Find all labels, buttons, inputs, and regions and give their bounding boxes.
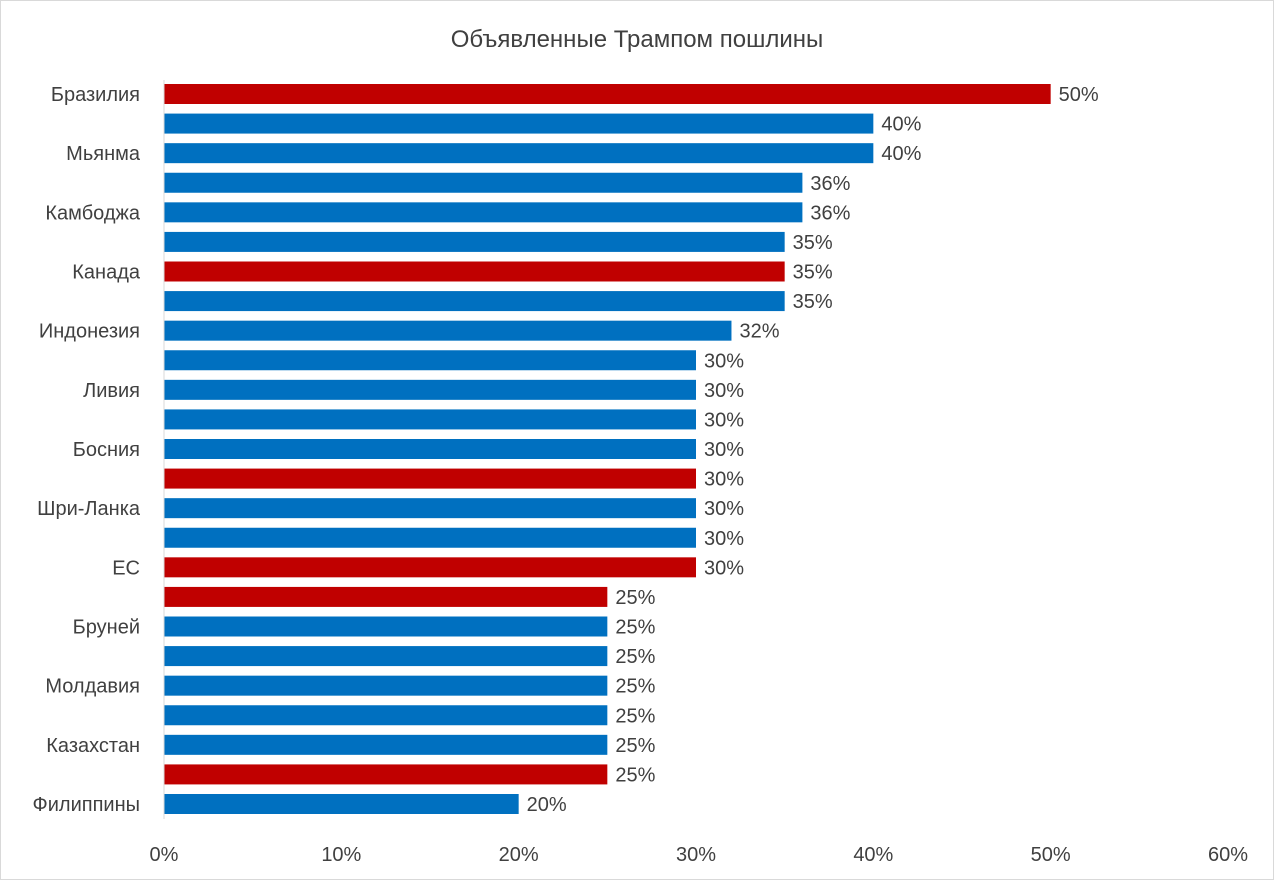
bar [164, 172, 803, 193]
bar [164, 379, 696, 400]
bar [164, 527, 696, 548]
data-label: 35% [793, 262, 833, 284]
category-label: Казахстан [46, 735, 140, 757]
data-label: 40% [881, 143, 921, 165]
category-label: Камбоджа [45, 202, 140, 224]
data-label: 30% [704, 380, 744, 402]
data-label: 30% [704, 409, 744, 431]
chart-title: Объявленные Трампом пошлины [451, 26, 823, 53]
data-label: 30% [704, 557, 744, 579]
data-label: 30% [704, 350, 744, 372]
x-tick-label: 20% [499, 844, 539, 866]
data-label: 35% [793, 291, 833, 313]
data-label: 30% [704, 528, 744, 550]
bar [164, 320, 732, 341]
bar [164, 705, 608, 726]
bar [164, 675, 608, 696]
bar [164, 794, 519, 814]
x-tick-label: 30% [676, 844, 716, 866]
data-label: 30% [704, 498, 744, 520]
data-label: 25% [615, 587, 655, 609]
x-tick-label: 10% [321, 844, 361, 866]
bar [164, 113, 874, 134]
bar [164, 616, 608, 637]
data-label: 25% [615, 735, 655, 757]
x-tick-label: 40% [853, 844, 893, 866]
category-label: Ливия [83, 380, 140, 402]
bar [164, 202, 803, 223]
bar [164, 586, 608, 607]
bar [164, 764, 608, 785]
data-label: 36% [810, 202, 850, 224]
category-label: Мьянма [66, 143, 141, 165]
x-tick-label: 50% [1031, 844, 1071, 866]
data-label: 30% [704, 469, 744, 491]
data-label: 32% [739, 321, 779, 343]
bar [164, 734, 608, 755]
category-label: Филиппины [33, 794, 140, 816]
data-label: 36% [810, 173, 850, 195]
data-label: 25% [615, 676, 655, 698]
category-label: ЕС [112, 557, 140, 579]
x-tick-label: 0% [150, 844, 179, 866]
data-label: 20% [527, 794, 567, 816]
category-label: Босния [73, 439, 140, 461]
x-tick-label: 60% [1208, 844, 1248, 866]
bar [164, 291, 785, 312]
bar [164, 409, 696, 430]
bar [164, 84, 1051, 104]
bar [164, 498, 696, 519]
data-label: 50% [1059, 84, 1099, 106]
bar [164, 646, 608, 667]
bar [164, 439, 696, 459]
data-label: 30% [704, 439, 744, 461]
bar [164, 557, 696, 578]
bar [164, 143, 874, 164]
category-label: Молдавия [45, 676, 140, 698]
category-label: Бразилия [51, 84, 140, 106]
data-label: 25% [615, 705, 655, 727]
bar [164, 231, 785, 252]
data-label: 25% [615, 646, 655, 668]
category-label: Шри-Ланка [37, 498, 141, 520]
data-label: 25% [615, 764, 655, 786]
category-label: Канада [72, 262, 141, 284]
bar [164, 350, 696, 371]
data-label: 40% [881, 114, 921, 136]
data-label: 35% [793, 232, 833, 254]
bar [164, 261, 785, 282]
data-label: 25% [615, 617, 655, 639]
bar [164, 468, 696, 489]
category-label: Индонезия [39, 321, 140, 343]
category-label: Бруней [73, 617, 140, 639]
